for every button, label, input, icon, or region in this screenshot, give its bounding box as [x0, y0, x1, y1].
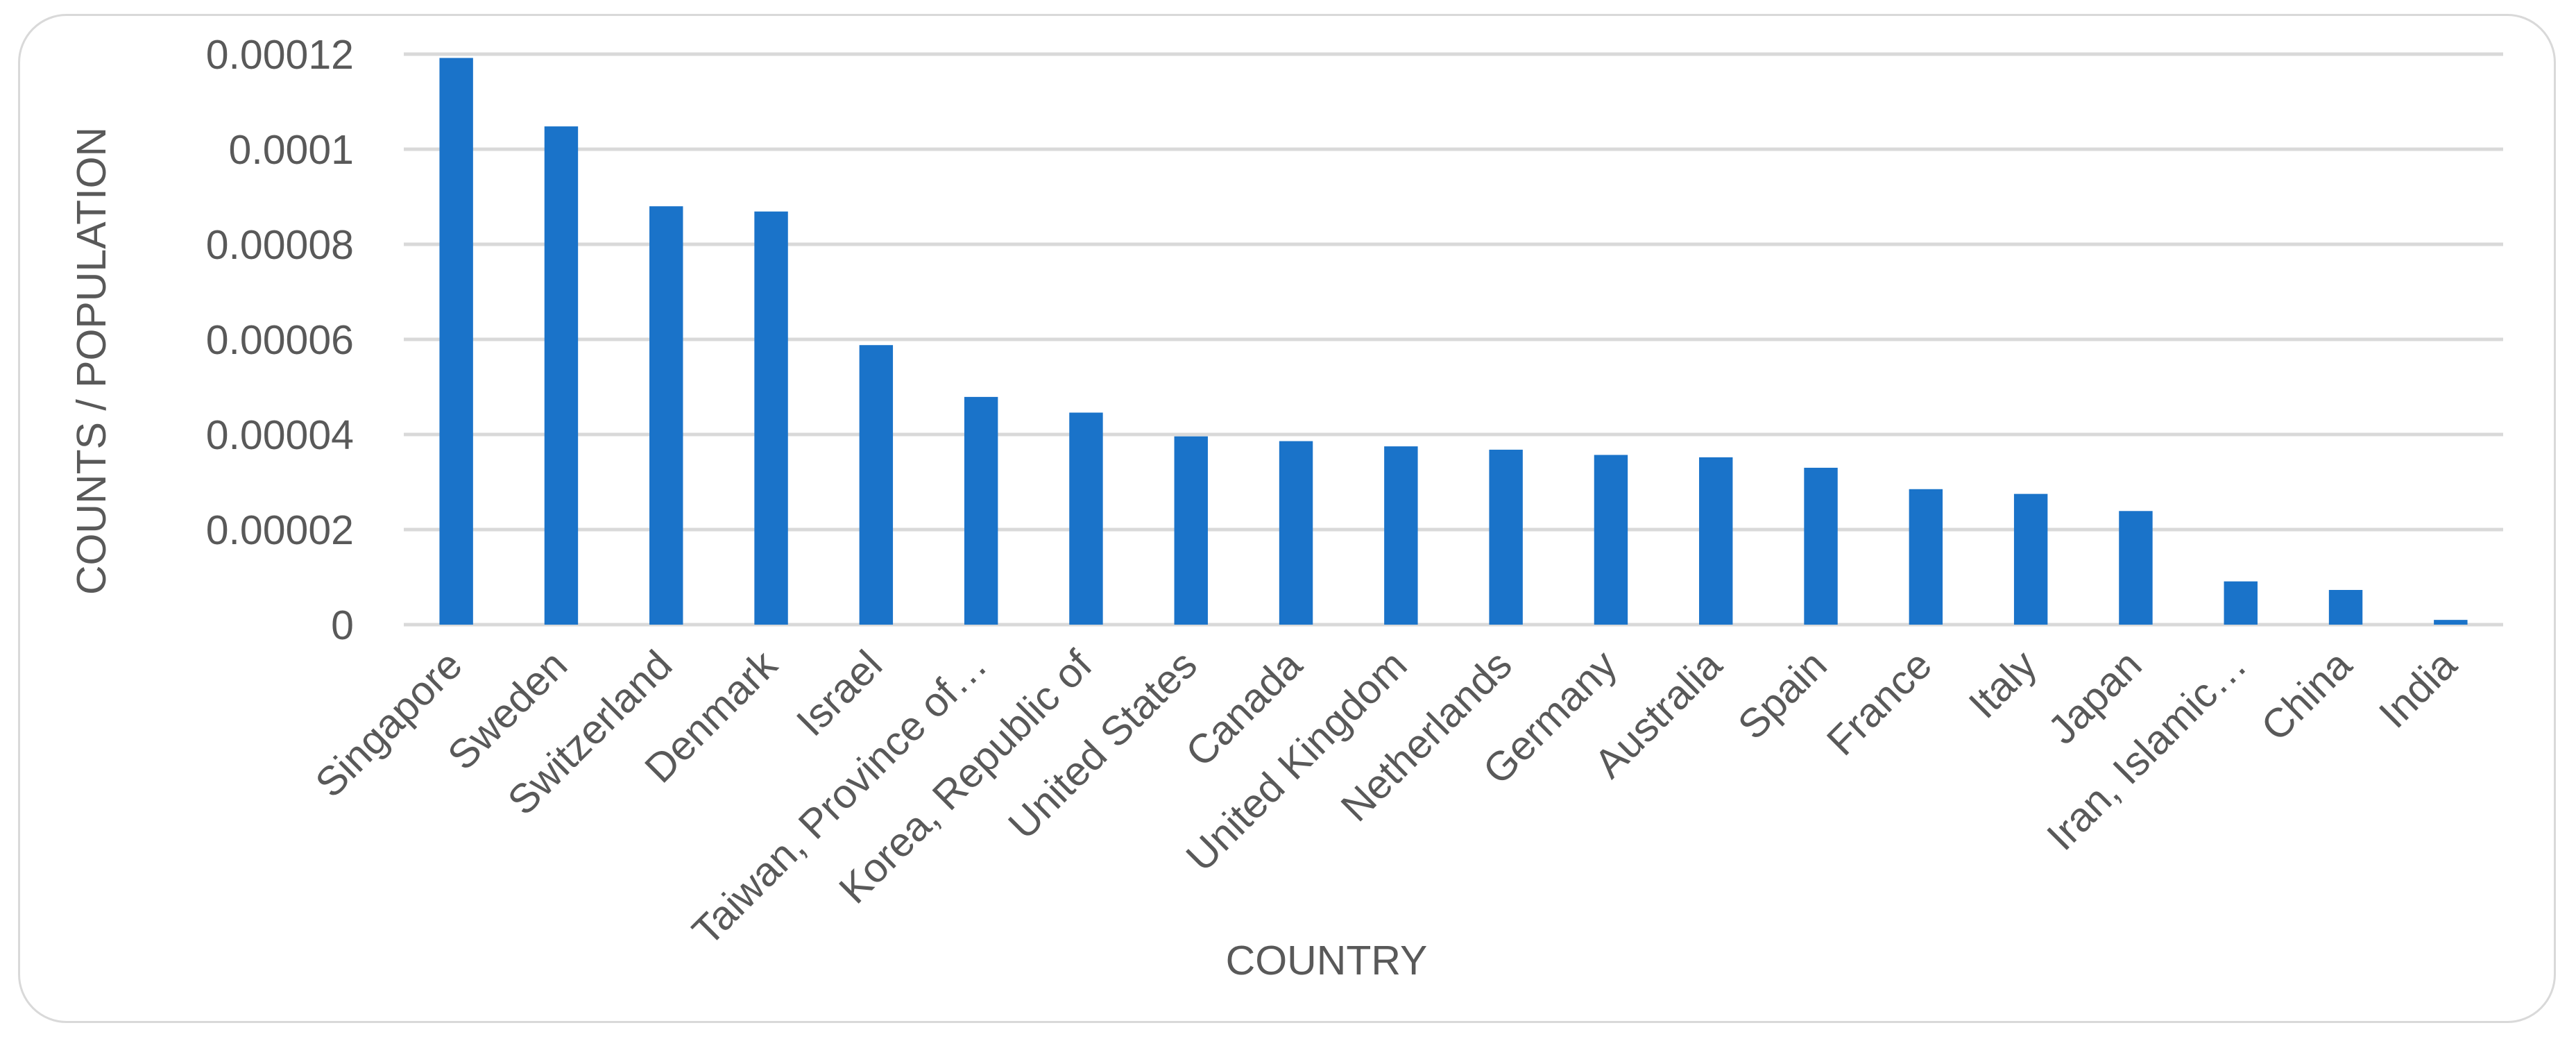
bar [1594, 455, 1628, 625]
bar [754, 211, 788, 625]
bar [1909, 489, 1943, 625]
bar [649, 206, 683, 625]
bar [859, 345, 894, 625]
x-tick-label: United States [1000, 642, 1206, 848]
bar [2224, 581, 2258, 625]
y-tick-label: 0.0001 [229, 127, 354, 173]
bar [1699, 457, 1733, 625]
bar [544, 126, 579, 625]
bar [1069, 412, 1103, 625]
x-tick-label: Italy [1960, 641, 2046, 727]
x-tick-label: France [1818, 642, 1941, 765]
y-tick-label: 0 [331, 602, 354, 648]
bars [439, 58, 2468, 625]
y-axis-title: COUNTS / POPULATION [69, 127, 114, 595]
x-tick-label: China [2253, 641, 2361, 750]
bar [964, 396, 998, 625]
y-tick-label: 0.00004 [206, 412, 354, 458]
y-tick-label: 0.00012 [206, 32, 354, 78]
x-tick-label: Singapore [307, 642, 471, 806]
gridlines [404, 52, 2503, 627]
bar [2434, 620, 2468, 625]
bar [1174, 436, 1208, 625]
bar [439, 58, 473, 625]
y-tick-label: 0.00002 [206, 507, 354, 553]
bar [1279, 441, 1313, 625]
bar [2119, 511, 2153, 625]
y-tick-label: 0.00008 [206, 222, 354, 268]
bar [2328, 589, 2363, 625]
bar [1804, 467, 1838, 625]
bar [2013, 493, 2048, 625]
x-axis-title: COUNTRY [1226, 938, 1428, 983]
bar [1384, 446, 1418, 625]
y-axis-tick-labels: 0 0.00002 0.00004 0.00006 0.00008 0.0001 0.000… [206, 32, 354, 648]
x-tick-label: India [2370, 641, 2465, 736]
bar [1489, 449, 1523, 625]
y-tick-label: 0.00006 [206, 317, 354, 363]
